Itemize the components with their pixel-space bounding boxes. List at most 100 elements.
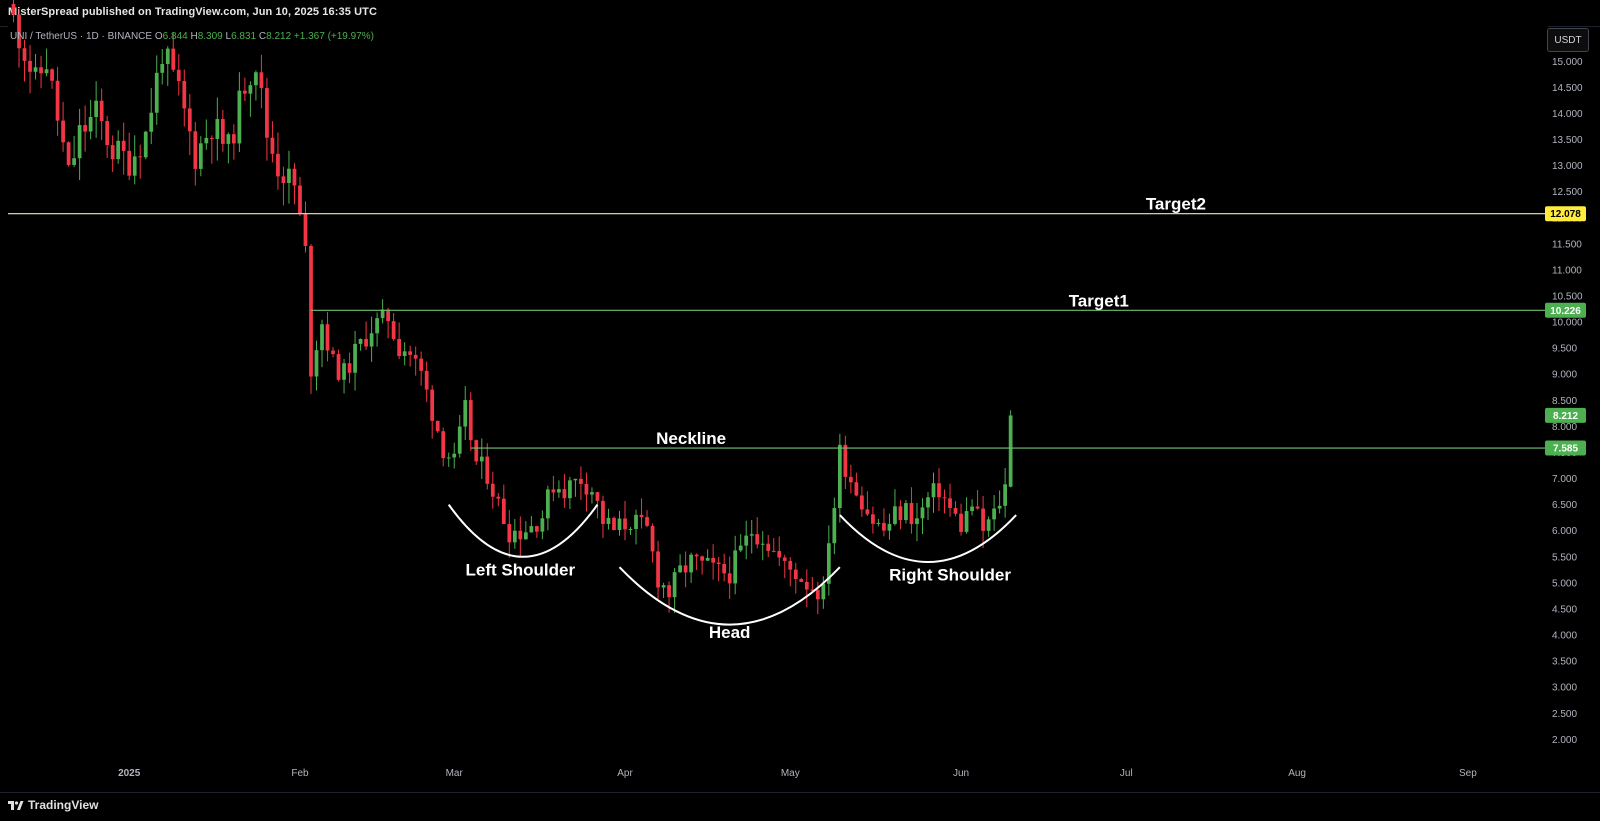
candle-body bbox=[11, 3, 16, 15]
candle-body bbox=[551, 489, 556, 493]
candle-body bbox=[848, 476, 853, 483]
candle-body bbox=[606, 517, 611, 524]
candle-body bbox=[198, 143, 203, 169]
candle-body bbox=[656, 551, 660, 588]
candle-body bbox=[292, 168, 297, 186]
candle-body bbox=[871, 514, 875, 524]
candle-body bbox=[898, 506, 903, 520]
candle-body bbox=[402, 351, 407, 357]
candle-body bbox=[72, 158, 76, 165]
candle-body bbox=[303, 213, 308, 246]
candle-body bbox=[716, 562, 721, 565]
candle-body bbox=[276, 153, 280, 177]
candle-body bbox=[496, 496, 501, 499]
candle-body bbox=[959, 513, 963, 532]
candle-body bbox=[672, 572, 677, 598]
candle-body bbox=[479, 456, 484, 462]
candle-body bbox=[1008, 415, 1013, 487]
candle-body bbox=[138, 156, 143, 158]
pattern-label-left-shoulder: Left Shoulder bbox=[466, 560, 576, 579]
candle-body bbox=[837, 444, 842, 509]
candle-body bbox=[512, 530, 517, 543]
x-tick-label: May bbox=[781, 768, 800, 779]
candle-body bbox=[683, 565, 688, 573]
candle-body bbox=[391, 321, 396, 339]
pattern-arc-left-shoulder bbox=[447, 504, 599, 558]
y-tick-label: 5.000 bbox=[1552, 578, 1577, 589]
candle-body bbox=[61, 120, 65, 143]
candle-body bbox=[353, 343, 357, 373]
candle-body bbox=[523, 532, 528, 540]
candle-body bbox=[17, 14, 21, 49]
candle-body bbox=[534, 526, 539, 532]
candle-body bbox=[942, 497, 947, 499]
candle-body bbox=[413, 354, 418, 359]
candle-body bbox=[590, 492, 594, 495]
candle-body bbox=[22, 48, 27, 61]
candle-body bbox=[39, 67, 43, 74]
candle-body bbox=[975, 506, 980, 509]
bottom-bar bbox=[0, 792, 1600, 821]
y-tick-label: 8.500 bbox=[1552, 396, 1577, 407]
chart-plot-area[interactable] bbox=[8, 26, 1548, 761]
candle-body bbox=[931, 483, 936, 498]
close-value: 8.212 bbox=[266, 31, 292, 42]
candle-body bbox=[77, 125, 82, 159]
candle-body bbox=[364, 338, 368, 347]
candle-body bbox=[782, 557, 787, 561]
candle-body bbox=[149, 112, 154, 132]
pattern-label-right-shoulder: Right Shoulder bbox=[889, 566, 1011, 585]
candle-body bbox=[237, 90, 242, 144]
price-label-target1: 10.226 bbox=[1550, 306, 1581, 317]
candle-body bbox=[601, 500, 605, 524]
x-tick-label: Sep bbox=[1459, 768, 1477, 779]
y-tick-label: 3.500 bbox=[1552, 657, 1577, 668]
x-tick-label: Mar bbox=[446, 768, 464, 779]
candle-body bbox=[441, 431, 446, 459]
candle-body bbox=[254, 72, 258, 86]
candle-body bbox=[94, 100, 99, 118]
candle-body bbox=[997, 505, 1002, 509]
candle-body bbox=[226, 134, 231, 144]
candle-body bbox=[760, 543, 765, 545]
currency-button[interactable]: USDT bbox=[1547, 28, 1589, 52]
candle-body bbox=[667, 585, 671, 598]
close-label: C bbox=[258, 31, 267, 42]
candle-body bbox=[386, 309, 390, 322]
candle-body bbox=[143, 131, 148, 158]
candle-body bbox=[546, 489, 550, 519]
candle-body bbox=[110, 145, 115, 160]
candle-body bbox=[788, 560, 793, 570]
candle-body bbox=[733, 550, 738, 584]
candle-body bbox=[281, 176, 286, 183]
candle-body bbox=[595, 492, 600, 501]
candle-body bbox=[612, 517, 616, 531]
candle-body bbox=[259, 72, 264, 89]
candle-body bbox=[810, 589, 815, 591]
candle-body bbox=[88, 117, 93, 132]
candle-body bbox=[265, 88, 269, 138]
tradingview-brand[interactable]: TradingView bbox=[8, 798, 98, 812]
candle-body bbox=[826, 543, 831, 584]
symbol-info: UNI / TetherUS · 1D · BINANCE O6.844 H8.… bbox=[10, 31, 374, 42]
candle-body bbox=[485, 456, 490, 484]
candle-body bbox=[981, 508, 985, 531]
candle-body bbox=[99, 100, 104, 122]
publisher-info: MisterSpread published on TradingView.co… bbox=[8, 6, 377, 18]
candle-body bbox=[865, 509, 870, 515]
candle-body bbox=[926, 497, 930, 508]
candle-body bbox=[248, 85, 253, 94]
y-tick-label: 6.500 bbox=[1552, 500, 1577, 511]
low-value: 6.831 bbox=[231, 31, 257, 42]
candle-body bbox=[722, 564, 727, 574]
candle-body bbox=[771, 550, 776, 552]
y-tick-label: 5.500 bbox=[1552, 552, 1577, 563]
candle-body bbox=[452, 453, 457, 458]
candle-body bbox=[490, 483, 495, 497]
candle-body bbox=[711, 557, 716, 563]
candle-body bbox=[540, 518, 545, 532]
y-tick-label: 12.500 bbox=[1552, 187, 1583, 198]
candle-body bbox=[408, 351, 413, 355]
symbol-name[interactable]: UNI / TetherUS · 1D · BINANCE bbox=[10, 31, 153, 42]
